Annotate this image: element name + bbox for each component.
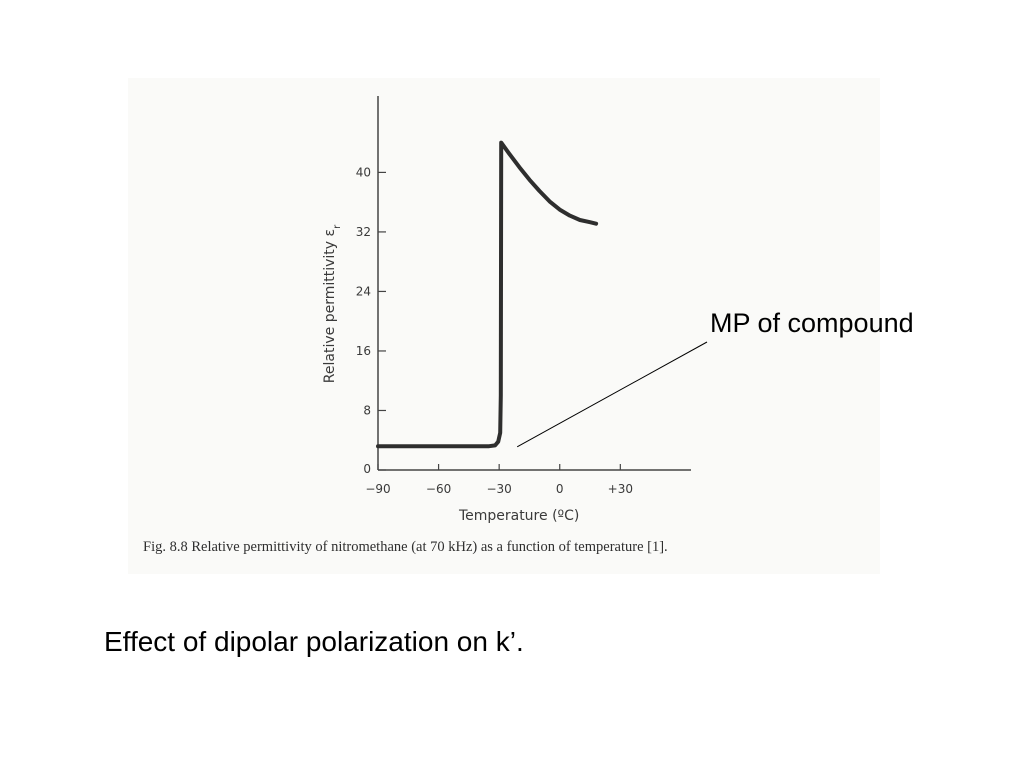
y-axis-title: Relative permittivity εr: [322, 224, 343, 383]
x-ticks: −90 −60 −30 0 +30: [365, 464, 633, 496]
series-layer: [376, 140, 599, 449]
annotation-mp-of-compound: MP of compound: [710, 308, 914, 338]
x-tick-label: 0: [556, 482, 564, 496]
y-tick-label: 40: [356, 165, 371, 179]
slide-caption: Effect of dipolar polarization on k’.: [104, 626, 524, 657]
chart: −90 −60 −30 0 +30 0 8 16 24 32 40 Temperature (ºC…: [143, 96, 691, 555]
y-tick-label: 16: [356, 344, 371, 358]
y-axis-title-subscript: r: [332, 224, 343, 229]
y-tick-label: 24: [356, 284, 371, 298]
y-tick-label: 8: [363, 403, 371, 417]
figure-scan: −90 −60 −30 0 +30 0 8 16 24 32 40 Temperature (ºC…: [128, 78, 880, 574]
y-ticks: 0 8 16 24 32 40: [356, 165, 386, 476]
x-tick-label: +30: [608, 482, 633, 496]
chart-axes: [377, 96, 691, 471]
permittivity-curve: [376, 140, 599, 449]
y-axis-title-main: Relative permittivity ε: [322, 229, 338, 383]
x-tick-label: −30: [486, 482, 511, 496]
y-tick-label: 32: [356, 225, 371, 239]
figure-caption: Fig. 8.8 Relative permittivity of nitrom…: [143, 539, 668, 555]
x-tick-label: −60: [426, 482, 451, 496]
x-axis-title: Temperature (ºC): [458, 508, 579, 524]
x-tick-label: −90: [365, 482, 390, 496]
y-tick-label: 0: [363, 462, 371, 476]
